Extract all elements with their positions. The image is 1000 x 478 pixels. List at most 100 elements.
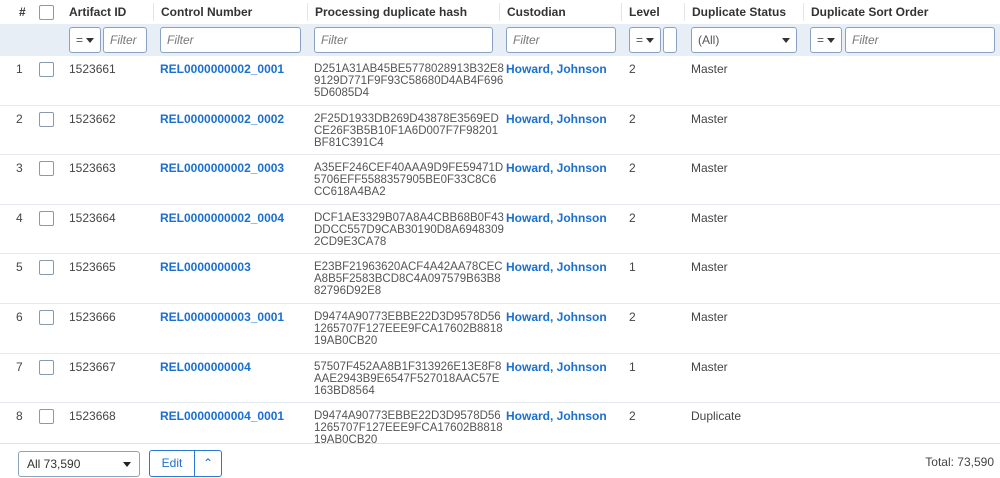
row-number: 8 [16, 409, 23, 424]
duplicate-status-select[interactable]: (All) [691, 27, 797, 53]
row-checkbox[interactable] [39, 161, 54, 177]
level: 2 [629, 409, 636, 424]
control-number-link[interactable]: REL0000000004 [160, 359, 251, 374]
duplicate-hash: DCF1AE3329B07A8A4CBB68B0F43DDCC557D9CAB3… [314, 211, 504, 248]
header-control-number[interactable]: Control Number [153, 3, 252, 21]
level: 1 [629, 359, 636, 374]
level-operator[interactable]: = [629, 27, 661, 53]
custodian-link[interactable]: Howard, Johnson [506, 62, 607, 76]
row-checkbox[interactable] [39, 260, 54, 276]
control-number-link[interactable]: REL0000000003_0001 [160, 309, 285, 324]
artifact-id: 1523662 [69, 111, 116, 126]
artifact-id: 1523665 [69, 260, 116, 275]
table-row[interactable]: 2 1523662 REL0000000002_0002 2F25D1933DB… [0, 106, 1000, 156]
duplicate-status: Master [691, 260, 728, 275]
custodian-link[interactable]: Howard, Johnson [506, 111, 607, 126]
header-artifact-id[interactable]: Artifact ID [69, 5, 127, 19]
custodian-link[interactable]: Howard, Johnson [506, 409, 607, 424]
hash-filter[interactable]: Filter [314, 27, 493, 53]
duplicate-status: Master [691, 359, 728, 374]
sort-order-operator[interactable]: = [810, 27, 842, 53]
header-duplicate-status[interactable]: Duplicate Status [684, 3, 786, 21]
row-checkbox[interactable] [39, 409, 54, 425]
artifact-id: 1523663 [69, 161, 116, 176]
artifact-id-filter[interactable]: Filter [103, 27, 147, 53]
level-filter[interactable] [663, 27, 677, 53]
control-number-filter[interactable]: Filter [160, 27, 301, 53]
level: 2 [629, 111, 636, 126]
artifact-id: 1523666 [69, 309, 116, 324]
control-number-link[interactable]: REL0000000002_0004 [160, 210, 285, 225]
duplicate-status: Master [691, 111, 728, 126]
edit-button[interactable]: Edit [149, 450, 195, 477]
header-num: # [19, 5, 26, 19]
document-grid: # Artifact ID Control Number Processing … [0, 0, 1000, 443]
row-checkbox[interactable] [39, 309, 54, 325]
custodian-link[interactable]: Howard, Johnson [506, 359, 607, 374]
level: 2 [629, 161, 636, 176]
select-all-checkbox[interactable] [39, 5, 54, 20]
artifact-id: 1523668 [69, 409, 116, 424]
row-checkbox[interactable] [39, 111, 54, 127]
artifact-id: 1523664 [69, 210, 116, 225]
duplicate-status: Master [691, 210, 728, 225]
table-row[interactable]: 4 1523664 REL0000000002_0004 DCF1AE3329B… [0, 205, 1000, 255]
table-row[interactable]: 6 1523666 REL0000000003_0001 D9474A90773… [0, 304, 1000, 354]
control-number-link[interactable]: REL0000000002_0002 [160, 111, 285, 126]
chevron-up-icon: ⌃ [202, 456, 214, 470]
duplicate-status: Duplicate [691, 409, 742, 424]
duplicate-status: Master [691, 62, 728, 76]
row-number: 3 [16, 161, 23, 176]
footer: All 73,590 Edit ⌃ Total: 73,590 [0, 443, 1000, 478]
artifact-id: 1523661 [69, 62, 116, 76]
custodian-filter[interactable]: Filter [506, 27, 616, 53]
row-checkbox[interactable] [39, 210, 54, 226]
level: 2 [629, 210, 636, 225]
level: 2 [629, 62, 636, 76]
level: 1 [629, 260, 636, 275]
table-row[interactable]: 5 1523665 REL0000000003 E23BF21963620ACF… [0, 254, 1000, 304]
rows: 1 1523661 REL0000000002_0001 D251A31AB45… [0, 56, 1000, 443]
row-checkbox[interactable] [39, 359, 54, 375]
row-number: 6 [16, 309, 23, 324]
custodian-link[interactable]: Howard, Johnson [506, 260, 607, 275]
custodian-link[interactable]: Howard, Johnson [506, 309, 607, 324]
duplicate-hash: D251A31AB45BE5778028913B32E89129D771F9F9… [314, 63, 504, 99]
total-count: Total: 73,590 [925, 455, 994, 469]
duplicate-hash: D9474A90773EBBE22D3D9578D561265707F127EE… [314, 310, 503, 347]
sort-order-filter[interactable]: Filter [845, 27, 995, 53]
custodian-link[interactable]: Howard, Johnson [506, 210, 607, 225]
header-row: # Artifact ID Control Number Processing … [0, 0, 1000, 24]
duplicate-status: Master [691, 161, 728, 176]
level: 2 [629, 309, 636, 324]
control-number-link[interactable]: REL0000000002_0003 [160, 161, 285, 176]
table-row[interactable]: 8 1523668 REL0000000004_0001 D9474A90773… [0, 403, 1000, 443]
header-duplicate-sort-order[interactable]: Duplicate Sort Order [803, 3, 928, 21]
row-checkbox[interactable] [39, 62, 54, 77]
table-row[interactable]: 1 1523661 REL0000000002_0001 D251A31AB45… [0, 56, 1000, 106]
artifact-id-operator[interactable]: = [69, 27, 101, 53]
duplicate-hash: 57507F452AA8B1F313926E13E8F8AAE2943B9E65… [314, 360, 502, 397]
duplicate-hash: A35EF246CEF40AAA9D9FE59471D5706EFF558835… [314, 162, 504, 199]
row-number: 7 [16, 359, 23, 374]
filter-row: = Filter Filter Filter Filter = (All) = … [0, 24, 1000, 56]
control-number-link[interactable]: REL0000000002_0001 [160, 62, 285, 76]
header-hash[interactable]: Processing duplicate hash [307, 3, 467, 21]
edit-menu-button[interactable]: ⌃ [194, 450, 222, 477]
row-number: 5 [16, 260, 23, 275]
page-size-select[interactable]: All 73,590 [18, 451, 140, 477]
control-number-link[interactable]: REL0000000003 [160, 260, 251, 275]
duplicate-hash: E23BF21963620ACF4A42AA78CECA8B5F2583BCD8… [314, 261, 503, 298]
duplicate-hash: 2F25D1933DB269D43878E3569EDCE26F3B5B10F1… [314, 112, 499, 149]
table-row[interactable]: 7 1523667 REL0000000004 57507F452AA8B1F3… [0, 354, 1000, 404]
row-number: 4 [16, 210, 23, 225]
custodian-link[interactable]: Howard, Johnson [506, 161, 607, 176]
control-number-link[interactable]: REL0000000004_0001 [160, 409, 285, 424]
header-level[interactable]: Level [621, 3, 660, 21]
header-custodian[interactable]: Custodian [499, 3, 566, 21]
duplicate-status: Master [691, 309, 728, 324]
row-number: 2 [16, 111, 23, 126]
duplicate-hash: D9474A90773EBBE22D3D9578D561265707F127EE… [314, 410, 503, 443]
row-number: 1 [16, 62, 23, 76]
table-row[interactable]: 3 1523663 REL0000000002_0003 A35EF246CEF… [0, 155, 1000, 205]
